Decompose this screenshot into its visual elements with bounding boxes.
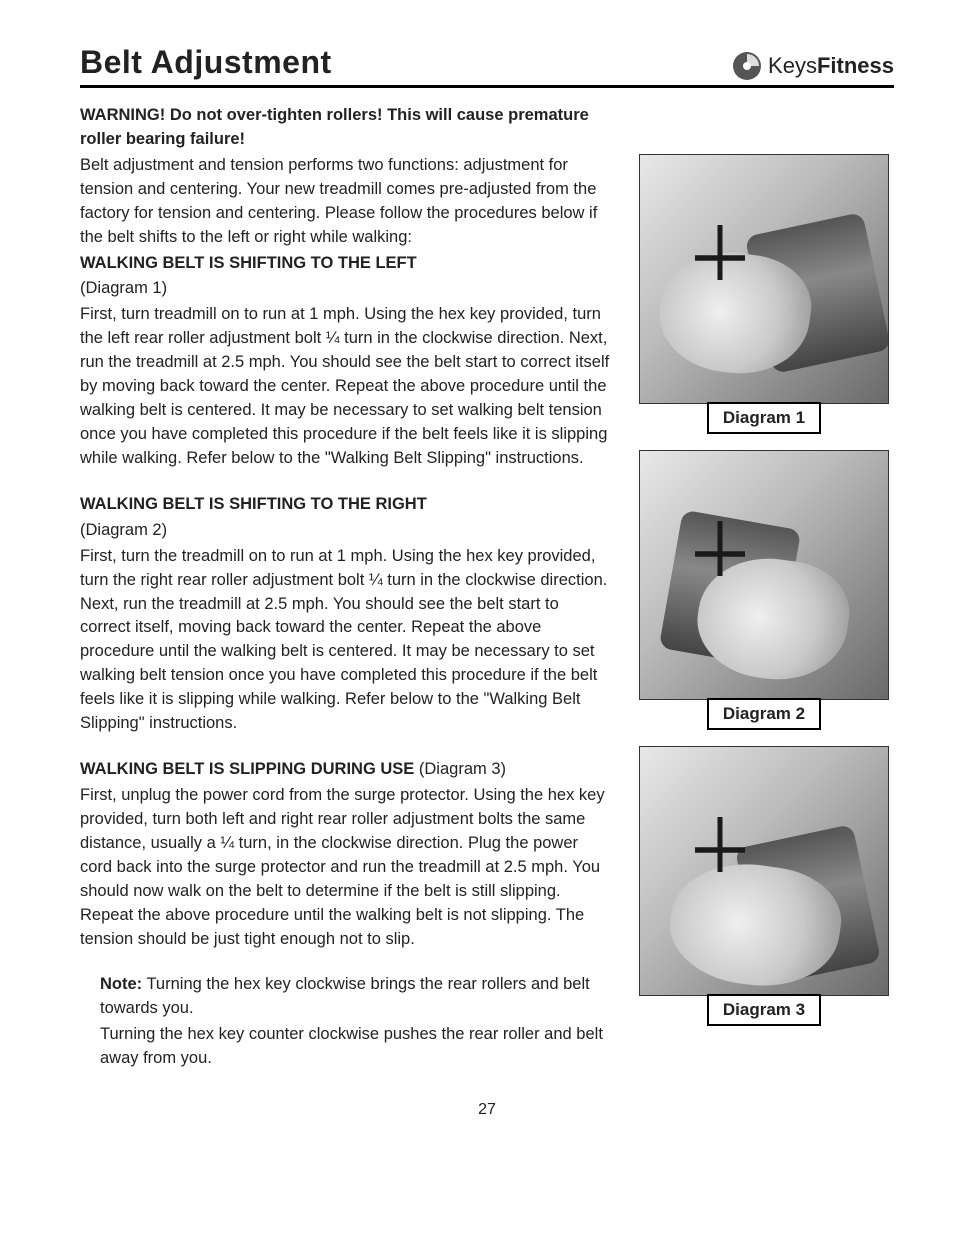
left-diagram-ref: (Diagram 1) — [80, 277, 610, 301]
right-section: WALKING BELT IS SHIFTING TO THE RIGHT (D… — [80, 493, 610, 736]
note-line-2: Turning the hex key counter clockwise pu… — [100, 1023, 610, 1071]
note-label: Note: — [100, 975, 142, 993]
diagram-3: Diagram 3 — [634, 746, 894, 1026]
manual-page: Belt Adjustment KeysFitness WARNING! Do … — [0, 0, 954, 1149]
diagram-1: Diagram 1 — [634, 154, 894, 434]
slip-para: WALKING BELT IS SLIPPING DURING USE (Dia… — [80, 758, 610, 782]
text-column: WARNING! Do not over-tighten rollers! Th… — [80, 104, 610, 1073]
left-body: First, turn treadmill on to run at 1 mph… — [80, 303, 610, 470]
note-text-1: Turning the hex key clockwise brings the… — [100, 975, 590, 1017]
brand-bold: Fitness — [817, 53, 894, 78]
page-header: Belt Adjustment KeysFitness — [80, 44, 894, 88]
brand-prefix: Keys — [768, 53, 817, 78]
brand-logo-icon — [732, 51, 762, 81]
intro-text: Belt adjustment and tension performs two… — [80, 154, 610, 250]
page-title: Belt Adjustment — [80, 44, 332, 81]
brand-logo: KeysFitness — [732, 51, 894, 81]
diagram-2: Diagram 2 — [634, 450, 894, 730]
brand-logo-text: KeysFitness — [768, 53, 894, 79]
diagram-3-image — [639, 746, 889, 996]
right-diagram-ref: (Diagram 2) — [80, 519, 610, 543]
slip-diagram-ref: (Diagram 3) — [419, 760, 506, 778]
diagram-1-image — [639, 154, 889, 404]
slip-section: WALKING BELT IS SLIPPING DURING USE (Dia… — [80, 758, 610, 951]
content-row: WARNING! Do not over-tighten rollers! Th… — [80, 104, 894, 1073]
warning-text: WARNING! Do not over-tighten rollers! Th… — [80, 104, 610, 152]
diagram-2-label: Diagram 2 — [707, 698, 821, 730]
right-heading: WALKING BELT IS SHIFTING TO THE RIGHT — [80, 493, 610, 517]
diagram-3-label: Diagram 3 — [707, 994, 821, 1026]
note-block: Note: Turning the hex key clockwise brin… — [80, 973, 610, 1071]
diagram-2-image — [639, 450, 889, 700]
note-line-1: Note: Turning the hex key clockwise brin… — [100, 973, 610, 1021]
right-body: First, turn the treadmill on to run at 1… — [80, 545, 610, 736]
page-number: 27 — [80, 1101, 894, 1119]
slip-body: First, unplug the power cord from the su… — [80, 784, 610, 951]
image-column: Diagram 1 Diagram 2 Diagram 3 — [634, 104, 894, 1073]
slip-heading: WALKING BELT IS SLIPPING DURING USE — [80, 760, 414, 778]
left-heading: WALKING BELT IS SHIFTING TO THE LEFT — [80, 252, 610, 276]
diagram-1-label: Diagram 1 — [707, 402, 821, 434]
